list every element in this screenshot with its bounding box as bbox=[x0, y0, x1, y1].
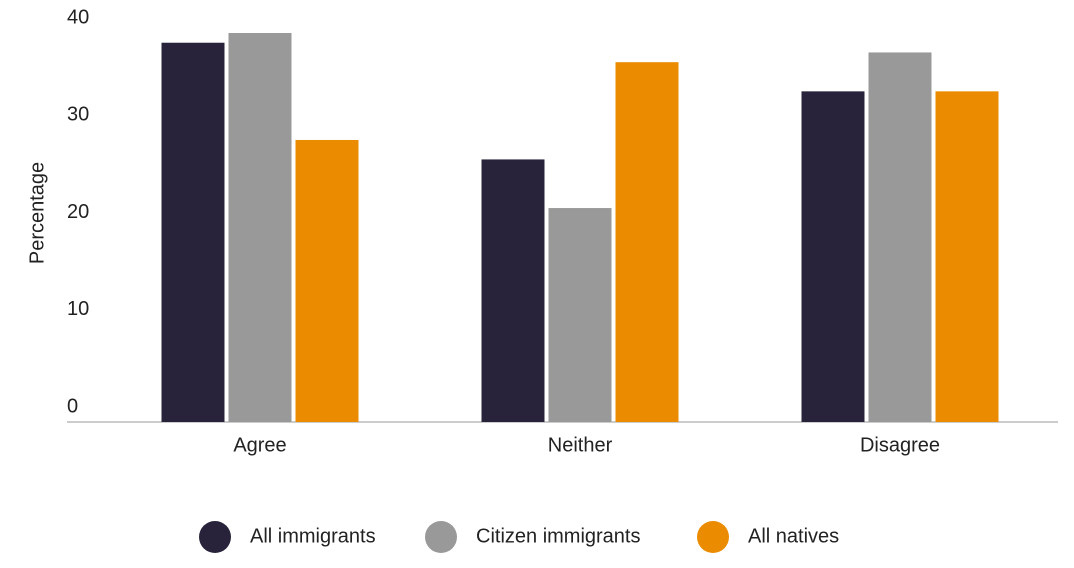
legend-marker bbox=[199, 521, 231, 553]
legend-marker bbox=[425, 521, 457, 553]
bar bbox=[868, 52, 932, 422]
y-tick-label: 30 bbox=[67, 104, 89, 126]
bar bbox=[548, 208, 612, 422]
x-tick-label: Disagree bbox=[860, 434, 940, 456]
bar bbox=[935, 91, 999, 422]
bar bbox=[481, 159, 545, 423]
legend-label: Citizen immigrants bbox=[476, 525, 640, 547]
y-axis-label: Percentage bbox=[26, 162, 48, 264]
bar bbox=[615, 62, 679, 423]
bar bbox=[161, 42, 225, 422]
legend-label: All natives bbox=[748, 525, 839, 547]
y-tick-label: 10 bbox=[67, 298, 89, 320]
y-tick-label: 20 bbox=[67, 201, 89, 223]
x-tick-label: Neither bbox=[548, 434, 613, 456]
x-tick-label: Agree bbox=[233, 434, 286, 456]
bar bbox=[295, 139, 359, 422]
y-tick-label: 0 bbox=[67, 395, 78, 417]
legend-label: All immigrants bbox=[250, 525, 376, 547]
bar bbox=[801, 91, 865, 422]
bar bbox=[228, 33, 292, 422]
legend-marker bbox=[697, 521, 729, 553]
y-tick-label: 40 bbox=[67, 6, 89, 28]
